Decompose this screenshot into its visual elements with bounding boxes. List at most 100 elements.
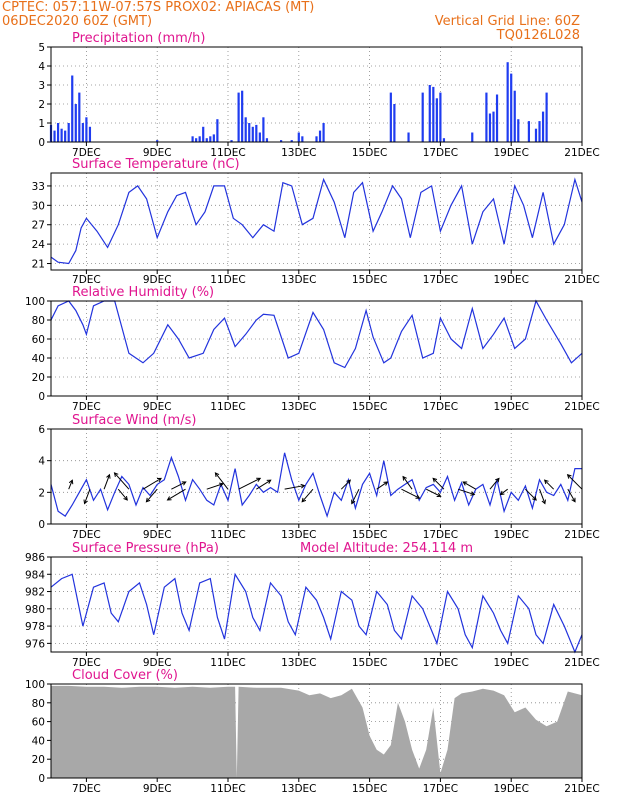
x-tick-label: 19DEC	[493, 529, 528, 541]
x-tick-label: 13DEC	[281, 147, 316, 159]
x-tick-label: 7DEC	[72, 147, 101, 159]
x-tick-label: 11DEC	[210, 401, 245, 413]
x-tick-label: 19DEC	[493, 274, 528, 286]
x-tick-label: 19DEC	[493, 401, 528, 413]
precip-bar	[485, 92, 488, 142]
precip-panel-title: Precipitation (mm/h)	[72, 31, 205, 46]
wind-vector-head	[532, 495, 537, 501]
precip-bar	[255, 124, 258, 142]
precip-bar	[237, 92, 240, 142]
wind-vector-arrow	[401, 488, 420, 499]
wind-vector-arrow	[146, 488, 158, 503]
y-tick-label: 30	[32, 200, 45, 212]
cloud-cover-area	[51, 685, 582, 778]
x-tick-label: 21DEC	[564, 401, 599, 413]
y-tick-label: 20	[32, 372, 45, 384]
precip-bar	[60, 128, 63, 142]
y-tick-label: 986	[25, 552, 45, 564]
x-tick-label: 21DEC	[564, 147, 599, 159]
x-tick-label: 7DEC	[72, 657, 101, 669]
wind-vector-arrow	[539, 488, 546, 504]
wind-vector-arrow	[340, 479, 351, 490]
precip-bar	[64, 130, 67, 142]
wind-vector-head	[181, 481, 187, 486]
wind-vector-arrow	[206, 483, 224, 490]
rh-panel-title: Relative Humidity (%)	[72, 285, 214, 300]
precip-bar	[53, 130, 56, 142]
y-tick-label: 24	[32, 239, 46, 251]
y-tick-label: 2	[38, 99, 45, 111]
wind-vector-head	[218, 482, 224, 488]
y-tick-label: 5	[38, 42, 45, 54]
x-tick-label: 9DEC	[143, 147, 172, 159]
wind-vector-head	[123, 495, 128, 501]
wind-vector-head	[402, 475, 407, 481]
wind-vector-head	[157, 477, 162, 483]
x-tick-label: 7DEC	[72, 783, 101, 795]
y-tick-label: 40	[32, 735, 45, 747]
wind-vector-arrow	[117, 488, 128, 501]
precip-bar	[534, 128, 538, 142]
precip-bar	[156, 140, 159, 142]
wind-vector-arrow	[567, 488, 576, 503]
x-tick-label: 17DEC	[423, 783, 458, 795]
precip-bar	[428, 85, 431, 142]
precip-bar	[492, 111, 495, 142]
wind-vector-arrow	[215, 472, 229, 490]
wind-vector-arrow	[351, 488, 360, 504]
y-tick-label: 60	[32, 717, 45, 729]
y-tick-label: 1	[38, 118, 45, 130]
temp-series-line	[50, 177, 583, 265]
x-tick-label: 11DEC	[210, 657, 245, 669]
precip-bar	[506, 62, 509, 143]
wind-vector-arrow	[142, 477, 162, 490]
x-tick-label: 17DEC	[423, 274, 458, 286]
cloud-panel-title: Cloud Cover (%)	[72, 668, 178, 683]
temp-panel-title: Surface Temperature (nC)	[72, 157, 240, 172]
precip-bar	[67, 123, 70, 142]
precip-bar	[258, 132, 261, 142]
wind-vector-head	[571, 497, 576, 503]
precip-bar	[301, 136, 304, 142]
precip-bar	[265, 138, 269, 142]
x-tick-label: 7DEC	[72, 401, 101, 413]
x-tick-label: 17DEC	[423, 401, 458, 413]
wind-vector-head	[113, 472, 119, 477]
wind-vector-arrow	[284, 485, 305, 490]
precip-bar	[74, 104, 77, 142]
y-tick-label: 982	[25, 587, 45, 599]
precip-bar	[393, 104, 396, 142]
precip-bar	[541, 111, 545, 142]
wind-vector-head	[432, 477, 438, 483]
y-tick-label: 2	[38, 487, 45, 499]
precip-bar	[421, 92, 424, 142]
precip-bar	[538, 121, 541, 142]
x-tick-label: 15DEC	[352, 401, 387, 413]
x-tick-label: 17DEC	[423, 147, 458, 159]
wind-vector-head	[300, 483, 306, 489]
wind-vector-arrow	[462, 481, 477, 490]
wind-vector-head	[541, 499, 546, 505]
wind-vector-head	[83, 499, 88, 505]
precip-bar	[202, 126, 205, 142]
x-tick-label: 9DEC	[143, 401, 172, 413]
precip-bar	[439, 92, 442, 142]
x-tick-label: 9DEC	[143, 783, 172, 795]
precip-bar	[513, 90, 516, 142]
pres-series-line	[50, 572, 583, 654]
x-tick-label: 19DEC	[493, 783, 528, 795]
precip-bar	[56, 123, 60, 142]
x-tick-label: 19DEC	[493, 657, 528, 669]
precip-bar	[545, 92, 548, 142]
x-tick-label: 11DEC	[210, 147, 245, 159]
wind-vector-arrow	[489, 478, 500, 490]
x-tick-label: 11DEC	[210, 529, 245, 541]
wind-vector-arrow	[402, 476, 413, 490]
precip-bar	[251, 126, 254, 142]
wind-vector-head	[256, 477, 262, 482]
precip-bar	[195, 138, 198, 142]
precip-bar	[432, 86, 435, 142]
header-line1: CPTEC: 057:11W-07:57S PROX02: APIACAS (M…	[2, 0, 315, 15]
header-model-id: TQ0126L028	[496, 28, 580, 43]
